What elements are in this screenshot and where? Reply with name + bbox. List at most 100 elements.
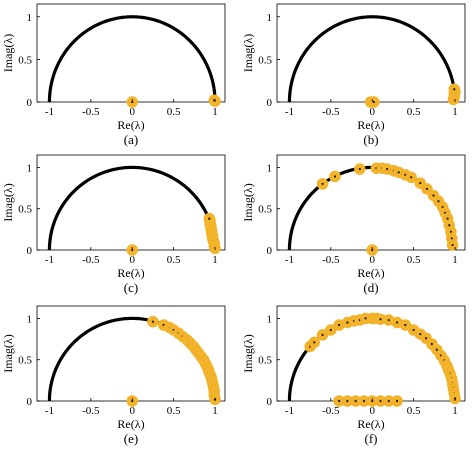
- x-tick-label: -0.5: [82, 106, 100, 118]
- y-tick-label: 1: [267, 162, 273, 174]
- y-tick-label: 0.5: [18, 355, 32, 367]
- eigenvalue-marker-center: [333, 175, 337, 178]
- x-tick-label: 0: [369, 254, 375, 266]
- x-axis-label: Re(λ): [357, 266, 384, 280]
- x-tick-label: 0: [129, 106, 135, 118]
- x-tick-label: -1: [45, 254, 54, 266]
- y-tick-label: 1: [267, 313, 273, 325]
- eigenvalue-marker-center: [354, 399, 357, 403]
- unit-semicircle: [47, 15, 217, 103]
- x-tick-label: 0.5: [167, 405, 181, 417]
- eigenvalue-marker-center: [449, 230, 453, 233]
- eigenvalue-marker-center: [419, 332, 422, 336]
- eigenvalue-marker-center: [362, 399, 366, 403]
- x-tick-label: -1: [285, 106, 294, 118]
- y-tick-label: 0.5: [258, 204, 272, 216]
- x-tick-label: 1: [452, 405, 458, 417]
- eigenvalue-marker-center: [425, 187, 429, 190]
- panel-d: -1 -0.5 0 0.5 1 0 0.5 1 Re(λ) Imag(λ) (d): [241, 154, 466, 295]
- panel-e: -1 -0.5 0 0.5 1 0 0.5 1 Re(λ) Imag(λ) (e): [1, 305, 226, 446]
- eigenvalue-marker-center: [448, 224, 451, 227]
- x-tick-label: 1: [452, 254, 458, 266]
- eigenvalue-marker-center: [435, 348, 438, 351]
- y-tick-label: 0: [27, 245, 33, 257]
- y-axis-label: Imag(λ): [1, 34, 15, 72]
- eigenvalue-marker-center: [410, 176, 413, 179]
- eigenvalue-marker-center: [450, 237, 453, 240]
- x-tick-label: -0.5: [82, 254, 100, 266]
- eigenvalue-marker-center: [321, 333, 324, 337]
- y-axis-label: Imag(λ): [241, 183, 255, 221]
- y-tick-label: 0: [267, 97, 273, 109]
- eigenvalue-marker-center: [453, 88, 456, 91]
- y-axis-label: Imag(λ): [1, 183, 15, 221]
- unit-semicircle: [287, 316, 457, 402]
- y-tick-label: 1: [27, 313, 33, 325]
- x-tick-label: 0: [129, 405, 135, 417]
- y-tick-label: 0: [267, 396, 273, 408]
- eigenvalue-marker-center: [313, 341, 316, 344]
- x-tick-label: 1: [212, 254, 218, 266]
- x-tick-label: 0: [369, 405, 375, 417]
- eigenvalue-marker-center: [397, 171, 400, 174]
- eigenvalue-marker-center: [395, 321, 399, 324]
- y-tick-label: 0.5: [18, 54, 32, 66]
- x-tick-label: 1: [452, 106, 458, 118]
- x-tick-label: -1: [285, 254, 294, 266]
- y-axis-label: Imag(λ): [241, 34, 255, 72]
- panel-a: -1 -0.5 0 0.5 1 0 0.5 1 Re(λ) Imag(λ) (a): [1, 3, 226, 147]
- x-tick-label: -0.5: [322, 405, 340, 417]
- x-tick-label: -0.5: [322, 106, 340, 118]
- eigenvalue-marker-center: [387, 318, 390, 322]
- eigenvalue-marker-center: [451, 243, 454, 247]
- panel-f: -1 -0.5 0 0.5 1 0 0.5 1 Re(λ) Imag(λ) (f): [241, 305, 466, 446]
- eigenvalue-marker-center: [346, 321, 349, 324]
- panel-caption: (e): [124, 431, 138, 446]
- eigenvalue-marker-center: [379, 399, 382, 403]
- y-tick-label: 1: [27, 162, 33, 174]
- eigenvalue-marker-center: [379, 318, 382, 321]
- eigenvalue-marker-center: [404, 323, 407, 327]
- eigenvalue-marker-center: [338, 323, 341, 327]
- x-tick-label: 0: [369, 106, 375, 118]
- x-axis-label: Re(λ): [117, 417, 144, 431]
- eigenvalue-marker-center: [424, 337, 428, 340]
- x-axis-label: Re(λ): [117, 118, 144, 132]
- y-tick-label: 1: [267, 12, 273, 24]
- eigenvalue-marker-center: [329, 328, 332, 332]
- eigenvalue-marker-center: [387, 399, 390, 403]
- eigenvalue-marker-center: [208, 217, 211, 220]
- x-tick-label: -1: [45, 405, 54, 417]
- x-tick-label: -1: [45, 106, 54, 118]
- y-tick-label: 1: [27, 12, 33, 24]
- y-axis-label: Imag(λ): [1, 334, 15, 372]
- panel-caption: (b): [363, 132, 378, 147]
- eigenvalue-marker-center: [419, 181, 422, 185]
- panel-b: -1 -0.5 0 0.5 1 0 0.5 1 Re(λ) Imag(λ) (b): [241, 3, 466, 147]
- x-tick-label: 0.5: [167, 254, 181, 266]
- panel-caption: (c): [124, 280, 138, 295]
- eigenvalue-marker-center: [437, 200, 440, 203]
- eigenvalue-marker-center: [395, 399, 399, 403]
- x-tick-label: 0.5: [407, 106, 421, 118]
- x-tick-label: 0.5: [407, 254, 421, 266]
- y-tick-label: 0: [27, 396, 33, 408]
- eigenvalue-marker-center: [430, 342, 433, 346]
- panel-caption: (d): [363, 280, 378, 295]
- x-tick-label: -1: [285, 405, 294, 417]
- eigenvalue-marker-center: [372, 100, 375, 104]
- panel-caption: (f): [365, 431, 378, 446]
- y-axis-label: Imag(λ): [241, 334, 255, 372]
- y-tick-label: 0.5: [258, 54, 272, 66]
- eigenvalue-marker-center: [358, 167, 361, 171]
- eigenvalue-marker-center: [386, 167, 389, 171]
- eigenvalue-marker-center: [412, 328, 415, 332]
- x-tick-label: 0.5: [407, 405, 421, 417]
- eigenvalue-marker-center: [338, 399, 341, 403]
- panel-c: -1 -0.5 0 0.5 1 0 0.5 1 Re(λ) Imag(λ) (c): [1, 154, 226, 295]
- x-axis-label: Re(λ): [357, 417, 384, 431]
- x-axis-label: Re(λ): [117, 266, 144, 280]
- y-tick-label: 0.5: [258, 355, 272, 367]
- panel-caption: (a): [124, 132, 138, 147]
